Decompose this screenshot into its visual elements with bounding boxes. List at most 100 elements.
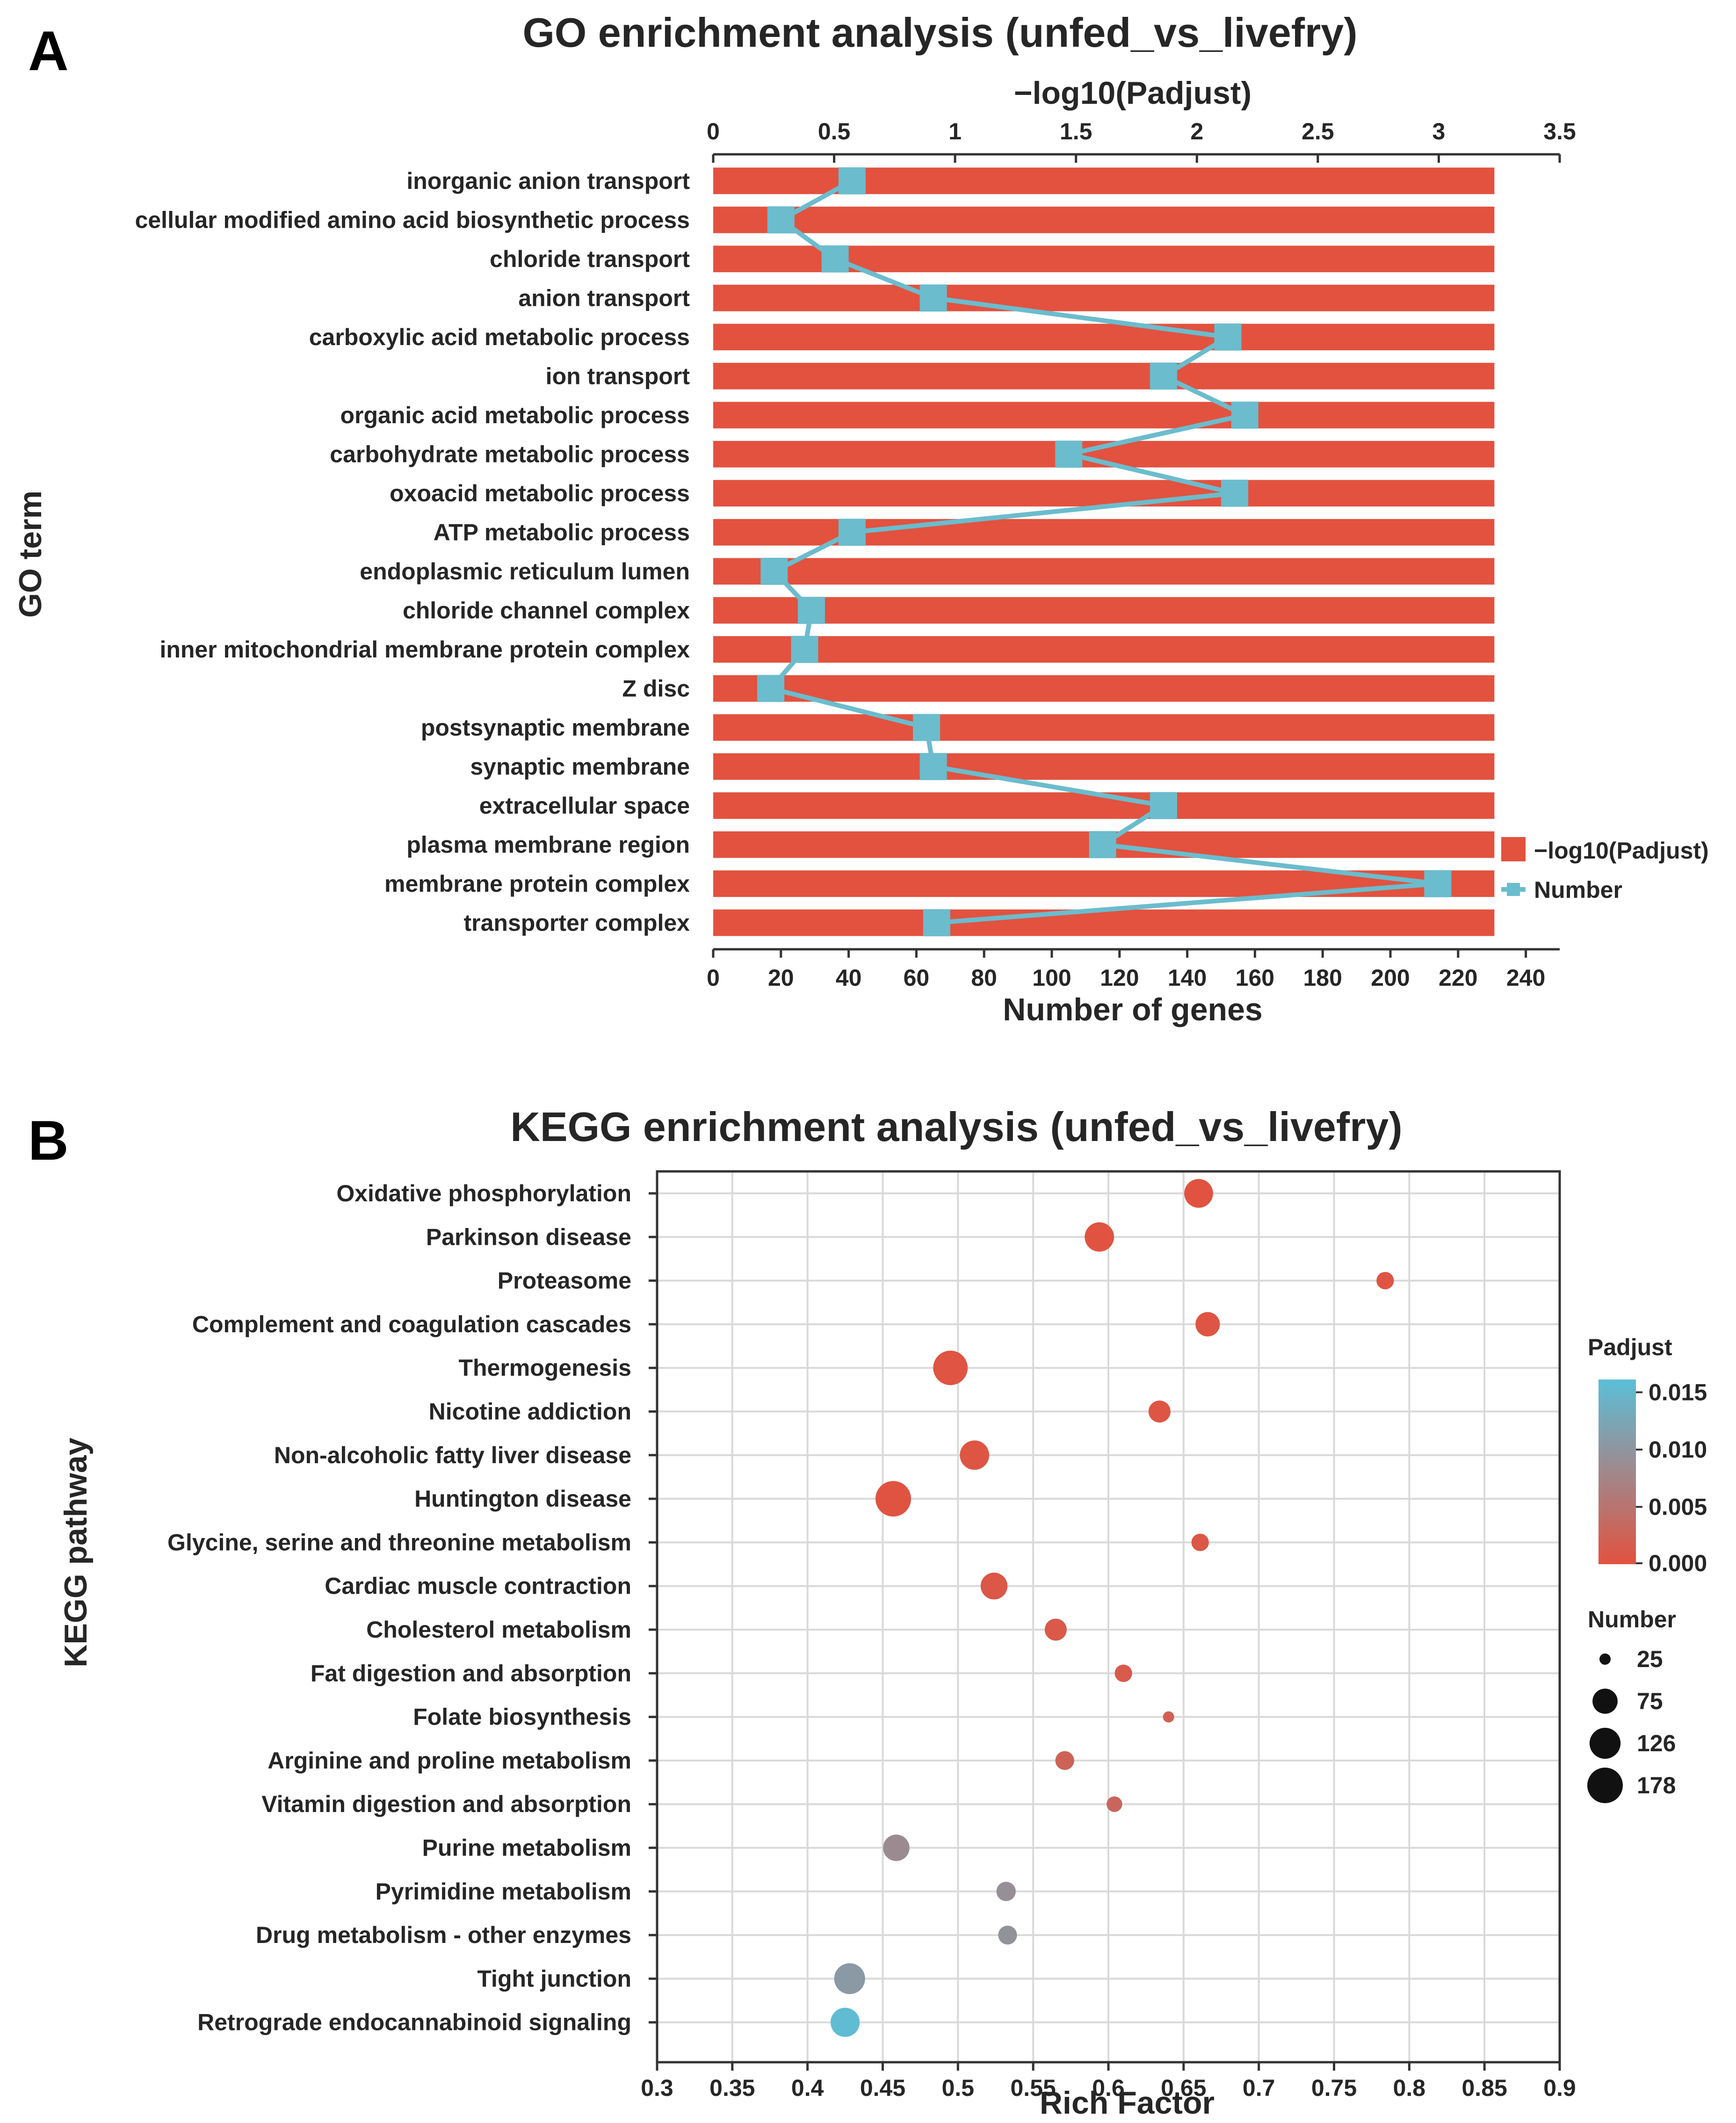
go-top-tick-label: 1.5 (1060, 118, 1092, 144)
go-bottom-tick-label: 120 (1100, 965, 1139, 991)
kegg-x-tick-label: 0.45 (860, 2075, 905, 2101)
go-number-marker (919, 753, 947, 780)
panel-a-letter: A (28, 20, 69, 82)
kegg-point (1184, 1179, 1213, 1208)
go-number-marker (760, 557, 788, 585)
go-bar (713, 597, 1495, 624)
go-term-label: membrane protein complex (384, 871, 690, 897)
go-bar (713, 714, 1495, 741)
kegg-point (830, 2007, 860, 2037)
kegg-pathway-label: Vitamin digestion and absorption (261, 1791, 631, 1817)
go-chart-title: GO enrichment analysis (unfed_vs_livefry… (522, 9, 1357, 56)
kegg-x-tick-label: 0.85 (1462, 2075, 1507, 2101)
kegg-category-labels: Oxidative phosphorylation Parkinson disea… (167, 1180, 657, 2036)
kegg-x-tick-label: 0.65 (1161, 2075, 1206, 2101)
go-bottom-tick-label: 240 (1506, 965, 1545, 991)
go-bar (713, 206, 1495, 233)
go-number-polyline (766, 179, 1438, 925)
go-bars (713, 167, 1495, 936)
kegg-point (933, 1350, 968, 1386)
go-bottom-tick-label: 180 (1303, 965, 1342, 991)
kegg-point (834, 1963, 865, 1994)
go-number-marker (838, 167, 866, 195)
kegg-point (1114, 1664, 1132, 1682)
go-number-marker (1424, 870, 1452, 897)
go-top-tick-label: 1 (948, 118, 962, 144)
go-bar (713, 675, 1495, 702)
go-number-marker (821, 245, 849, 273)
kegg-x-tick-label: 0.6 (1092, 2075, 1125, 2101)
go-term-label: postsynaptic membrane (421, 715, 690, 741)
go-number-marker (1089, 831, 1116, 859)
kegg-point (1376, 1271, 1394, 1290)
kegg-x-tick-label: 0.55 (1011, 2075, 1056, 2101)
go-legend: −log10(Padjust) Number (1501, 837, 1709, 903)
kegg-pathway-label: Huntington disease (414, 1486, 631, 1512)
go-bar (713, 324, 1495, 351)
go-term-label: transporter complex (464, 910, 690, 936)
kegg-pathway-label: Complement and coagulation cascades (192, 1311, 631, 1337)
number-legend-label: 75 (1637, 1688, 1663, 1714)
go-term-label: ATP metabolic process (434, 519, 690, 545)
kegg-pathway-label: Purine metabolism (422, 1835, 631, 1861)
kegg-x-tick-label: 0.75 (1311, 2075, 1357, 2101)
go-number-marker (791, 635, 818, 663)
kegg-pathway-label: Folate biosynthesis (413, 1704, 631, 1730)
go-term-label: chloride channel complex (403, 597, 690, 623)
kegg-point (960, 1440, 990, 1470)
go-number-marker (913, 714, 940, 741)
go-top-tick-label: 0.5 (818, 118, 851, 144)
legend-line-label: Number (1534, 877, 1622, 903)
go-term-label: carboxylic acid metabolic process (309, 324, 690, 350)
go-term-label: carbohydrate metabolic process (330, 441, 690, 467)
padjust-tick-label: 0.005 (1649, 1494, 1707, 1520)
kegg-pathway-label: Non-alcoholic fatty liver disease (274, 1442, 631, 1468)
kegg-pathway-label: Arginine and proline metabolism (268, 1748, 631, 1774)
kegg-point (998, 1925, 1017, 1945)
kegg-pathway-label: Thermogenesis (458, 1355, 631, 1381)
kegg-pathway-label: Tight junction (477, 1965, 631, 1992)
number-legend-label: 25 (1637, 1646, 1663, 1672)
kegg-pathway-label: Cholesterol metabolism (366, 1617, 631, 1643)
kegg-x-tick-label: 0.9 (1543, 2075, 1576, 2101)
kegg-point (1191, 1533, 1209, 1552)
go-top-tick-label: 2 (1190, 118, 1203, 144)
go-number-marker (1221, 479, 1248, 507)
go-bottom-axis: 0 20 40 60 80 100 120 140 160 180 200 220 240 (707, 948, 1560, 991)
kegg-x-tick-label: 0.35 (709, 2075, 755, 2101)
go-number-marker (767, 206, 795, 234)
kegg-x-tick-label: 0.8 (1393, 2075, 1426, 2101)
go-bar (713, 284, 1495, 311)
kegg-x-axis: 0.3 0.35 0.4 0.45 0.5 0.55 0.6 0.65 0.7 0.75 0.8 0.… (641, 2062, 1576, 2101)
padjust-tick-label: 0.010 (1649, 1437, 1707, 1463)
kegg-point (1195, 1312, 1220, 1337)
legend-line-marker (1507, 883, 1520, 896)
go-category-labels: inorganic anion transport cellular modifi… (135, 168, 690, 936)
kegg-pathway-label: Drug metabolism - other enzymes (256, 1922, 631, 1948)
legend-bar-swatch (1501, 837, 1526, 861)
padjust-tick-label: 0.000 (1649, 1550, 1707, 1576)
padjust-legend-title: Padjust (1588, 1334, 1672, 1360)
go-term-label: extracellular space (479, 793, 690, 819)
go-y-axis-title: GO term (13, 491, 48, 618)
go-number-marker (923, 909, 950, 937)
go-bar (713, 362, 1495, 390)
kegg-x-tick-label: 0.5 (942, 2075, 975, 2101)
go-term-label: organic acid metabolic process (340, 402, 690, 428)
kegg-x-tick-label: 0.3 (641, 2075, 673, 2101)
legend-bar-label: −log10(Padjust) (1534, 838, 1709, 864)
go-top-tick-label: 2.5 (1302, 118, 1334, 144)
go-bar (713, 558, 1495, 585)
go-number-marker (919, 284, 947, 312)
go-top-tick-label: 3.5 (1543, 118, 1576, 144)
go-number-marker (1150, 792, 1177, 819)
kegg-x-tick-label: 0.4 (791, 2075, 824, 2101)
go-bar (713, 909, 1495, 936)
kegg-x-tick-label: 0.7 (1243, 2075, 1275, 2101)
number-legend-dot (1589, 1727, 1621, 1759)
padjust-colorbar (1599, 1379, 1636, 1564)
go-term-label: plasma membrane region (406, 831, 690, 858)
number-legend-title: Number (1588, 1606, 1676, 1632)
go-term-label: Z disc (622, 675, 690, 701)
go-top-axis-title: −log10(Padjust) (1014, 75, 1251, 111)
